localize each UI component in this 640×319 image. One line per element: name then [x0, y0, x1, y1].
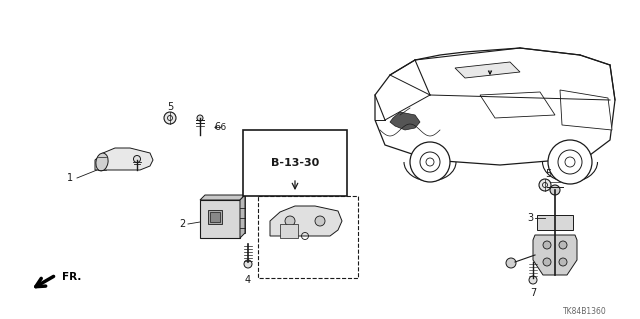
Text: TK84B1360: TK84B1360	[563, 307, 607, 315]
Text: 3: 3	[527, 213, 533, 223]
Polygon shape	[375, 48, 615, 165]
Text: 2: 2	[179, 219, 185, 229]
Polygon shape	[480, 92, 555, 118]
Polygon shape	[390, 112, 420, 130]
Polygon shape	[537, 215, 573, 230]
Text: FR.: FR.	[62, 272, 81, 282]
Circle shape	[244, 260, 252, 268]
Polygon shape	[200, 195, 245, 200]
Text: 4: 4	[245, 275, 251, 285]
Text: 6: 6	[214, 122, 220, 132]
Circle shape	[539, 179, 551, 191]
Circle shape	[550, 185, 560, 195]
Circle shape	[543, 241, 551, 249]
Bar	[205, 195, 245, 233]
Ellipse shape	[96, 153, 108, 171]
Polygon shape	[270, 206, 342, 236]
Circle shape	[559, 258, 567, 266]
Circle shape	[410, 142, 450, 182]
Text: 7: 7	[530, 288, 536, 298]
Polygon shape	[95, 148, 153, 170]
Circle shape	[164, 112, 176, 124]
Bar	[200, 200, 240, 238]
Circle shape	[197, 115, 203, 121]
Text: B-13-30: B-13-30	[271, 158, 319, 168]
Text: 5: 5	[545, 169, 551, 179]
Circle shape	[134, 155, 141, 162]
Circle shape	[548, 140, 592, 184]
Polygon shape	[455, 62, 520, 78]
Polygon shape	[533, 235, 577, 275]
Bar	[210, 212, 220, 222]
Text: 5: 5	[167, 102, 173, 112]
Bar	[208, 210, 222, 224]
Bar	[258, 196, 358, 278]
Circle shape	[543, 258, 551, 266]
Circle shape	[315, 216, 325, 226]
Polygon shape	[240, 195, 245, 238]
Circle shape	[506, 258, 516, 268]
Text: 1: 1	[67, 173, 73, 183]
Bar	[280, 224, 298, 238]
Circle shape	[529, 276, 537, 284]
Circle shape	[285, 216, 295, 226]
Text: ←6: ←6	[214, 122, 227, 131]
Circle shape	[559, 241, 567, 249]
Polygon shape	[560, 90, 612, 130]
